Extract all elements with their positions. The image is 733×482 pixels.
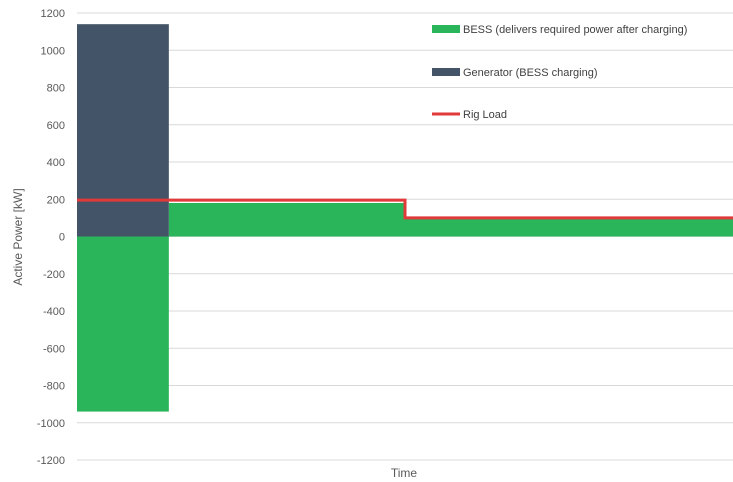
legend-swatch — [432, 25, 460, 33]
legend-label: Rig Load — [463, 109, 507, 121]
y-tick-label: -400 — [43, 306, 65, 318]
y-tick-label: -800 — [43, 381, 65, 393]
y-tick-label: 0 — [59, 232, 65, 244]
y-axis-ticks: 1200 1000 800 600 400 200 0 -200 -400 -600 -800 -10… — [37, 8, 65, 467]
legend-label: BESS (delivers required power after char… — [463, 24, 687, 36]
bar-bess — [168, 202, 405, 237]
y-tick-label: -1200 — [37, 455, 65, 467]
bar-bess — [405, 217, 733, 237]
y-tick-label: -1000 — [37, 418, 65, 430]
y-tick-label: 600 — [47, 120, 65, 132]
series-lines — [77, 198, 733, 220]
legend: BESS (delivers required power after char… — [432, 24, 687, 121]
y-tick-label: 1000 — [41, 45, 65, 57]
y-tick-label: -600 — [43, 343, 65, 355]
legend-label: Generator (BESS charging) — [463, 67, 598, 79]
x-axis-label: Time — [391, 466, 418, 480]
y-tick-label: 200 — [47, 194, 65, 206]
y-tick-label: 400 — [47, 157, 65, 169]
y-tick-label: 1200 — [41, 8, 65, 20]
rig-load-line — [77, 198, 733, 220]
bar-generator — [77, 24, 169, 237]
y-tick-label: -200 — [43, 269, 65, 281]
legend-swatch — [432, 68, 460, 76]
y-tick-label: 800 — [47, 83, 65, 95]
y-axis-label: Active Power [kW] — [11, 188, 25, 285]
bar-bess — [77, 236, 169, 412]
